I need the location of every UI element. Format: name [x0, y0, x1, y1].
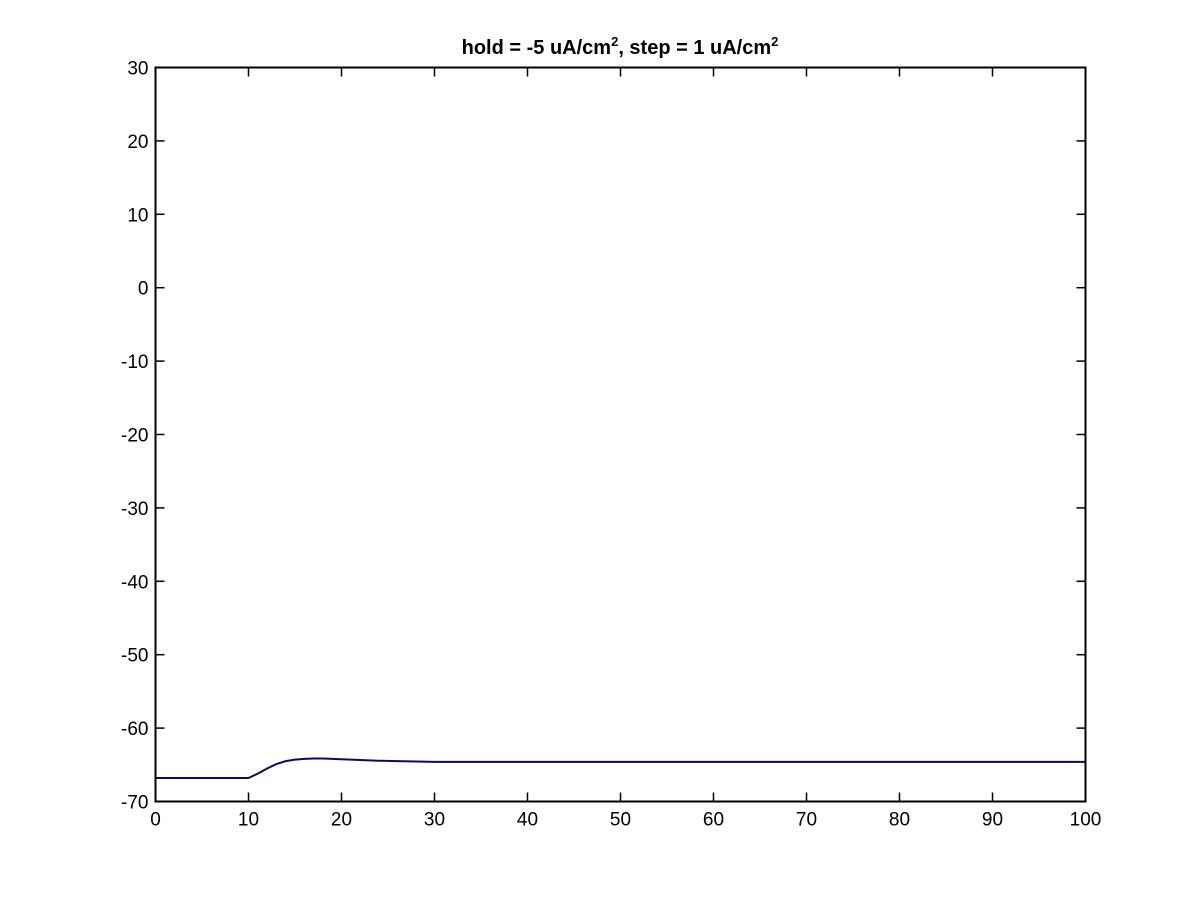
x-tick-label: 40 [517, 810, 538, 831]
x-tick-label: 0 [150, 810, 161, 831]
y-axis-tick-labels: 30 20 10 0 -10 -20 -30 -40 -50 -60 -70 [121, 59, 148, 814]
plot-area-frame [154, 66, 1087, 803]
x-tick-label: 10 [238, 810, 259, 831]
y-tick-label: -20 [121, 426, 148, 447]
y-tick-label: -30 [121, 499, 148, 520]
x-axis-tick-labels: 0 10 20 30 40 50 60 70 80 90 100 [150, 810, 1101, 831]
y-tick-label: -10 [121, 352, 148, 373]
x-tick-label: 50 [610, 810, 631, 831]
x-tick-label: 100 [1070, 810, 1102, 831]
x-tick-label: 90 [982, 810, 1003, 831]
x-tick-label: 60 [703, 810, 724, 831]
x-tick-label: 80 [889, 810, 910, 831]
y-tick-label: 0 [138, 279, 149, 300]
y-tick-label: -40 [121, 572, 148, 593]
x-tick-label: 20 [331, 810, 352, 831]
x-tick-label: 30 [424, 810, 445, 831]
y-tick-label: -50 [121, 646, 148, 667]
x-tick-label: 70 [796, 810, 817, 831]
chart-title: hold = -5 uA/cm2, step = 1 uA/cm2 [462, 34, 779, 59]
y-tick-label: 20 [127, 132, 148, 153]
y-tick-label: -70 [121, 793, 148, 814]
series-line [155, 757, 1086, 780]
y-tick-label: -60 [121, 719, 148, 740]
y-tick-label: 10 [127, 205, 148, 226]
y-tick-label: 30 [127, 59, 148, 80]
